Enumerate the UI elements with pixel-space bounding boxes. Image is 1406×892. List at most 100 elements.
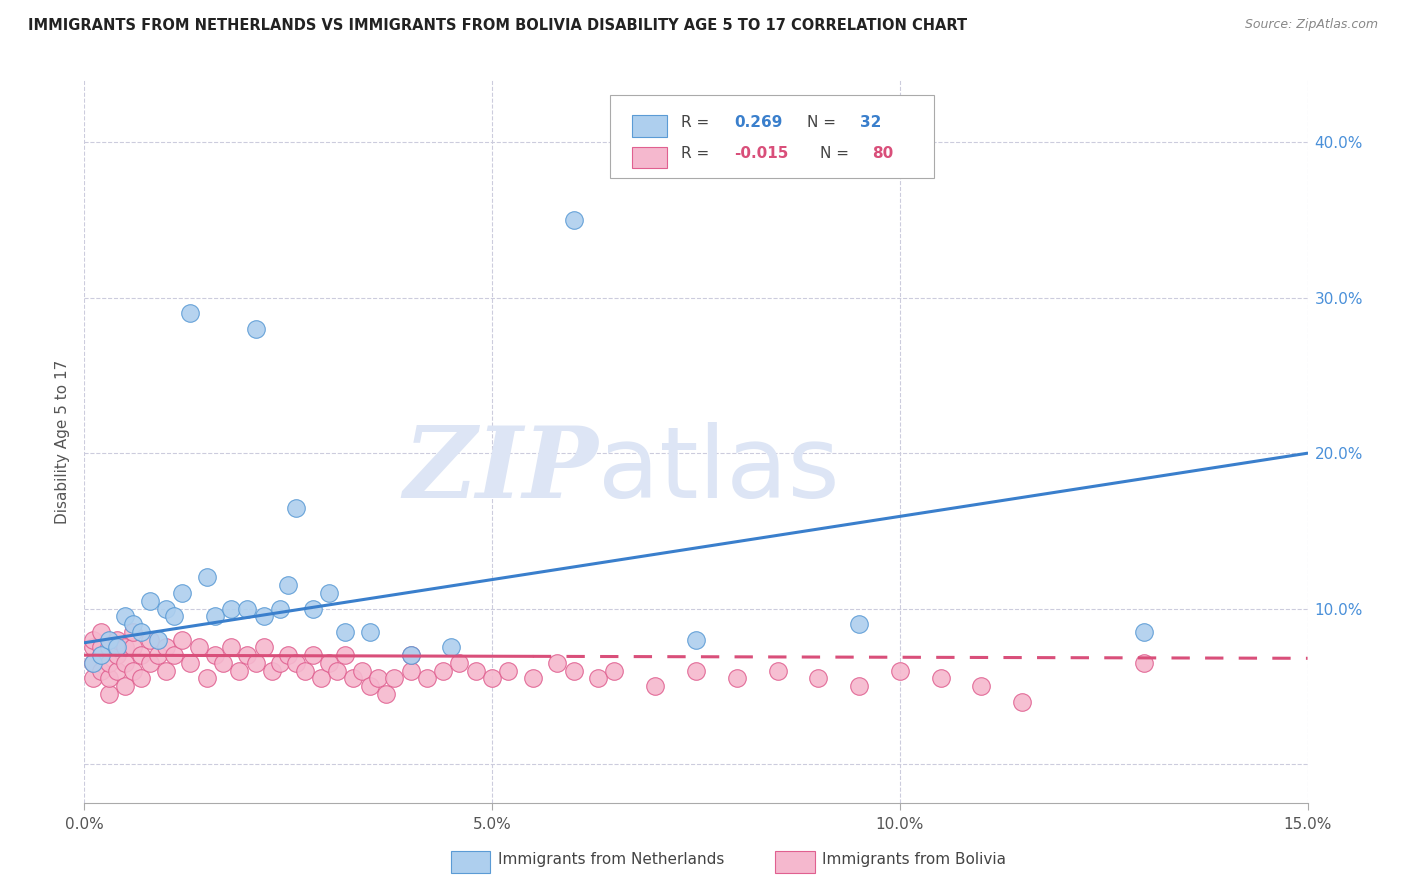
Point bbox=[82, 672, 104, 686]
Point bbox=[138, 632, 160, 647]
Point bbox=[146, 632, 169, 647]
Point bbox=[82, 632, 104, 647]
Point bbox=[929, 672, 952, 686]
Point bbox=[432, 664, 454, 678]
Point bbox=[236, 648, 259, 663]
Point bbox=[285, 500, 308, 515]
Point bbox=[131, 624, 153, 639]
Point bbox=[562, 664, 585, 678]
Point bbox=[195, 672, 218, 686]
Point bbox=[546, 656, 568, 670]
Point bbox=[179, 656, 201, 670]
Point bbox=[114, 656, 136, 670]
Point bbox=[138, 656, 160, 670]
Point bbox=[195, 570, 218, 584]
Point bbox=[122, 624, 145, 639]
Point bbox=[1133, 656, 1156, 670]
Text: Immigrants from Netherlands: Immigrants from Netherlands bbox=[498, 853, 724, 867]
Point bbox=[82, 640, 104, 655]
Point bbox=[146, 648, 169, 663]
Point bbox=[375, 687, 398, 701]
Point bbox=[97, 687, 120, 701]
Point bbox=[219, 601, 242, 615]
Point bbox=[236, 601, 259, 615]
Text: R =: R = bbox=[682, 115, 714, 129]
Point bbox=[382, 672, 405, 686]
Point bbox=[212, 656, 235, 670]
Point bbox=[449, 656, 471, 670]
Text: ZIP: ZIP bbox=[404, 422, 598, 518]
Point bbox=[481, 672, 503, 686]
Text: R =: R = bbox=[682, 146, 714, 161]
Point bbox=[122, 617, 145, 632]
Point bbox=[685, 664, 707, 678]
Point bbox=[114, 640, 136, 655]
Point bbox=[367, 672, 389, 686]
Point bbox=[172, 632, 194, 647]
Point bbox=[122, 664, 145, 678]
Point bbox=[187, 640, 209, 655]
Point bbox=[889, 664, 911, 678]
Point bbox=[586, 672, 609, 686]
Point bbox=[522, 672, 544, 686]
Point bbox=[301, 601, 323, 615]
Text: N =: N = bbox=[807, 115, 841, 129]
Point bbox=[90, 648, 112, 663]
FancyBboxPatch shape bbox=[451, 851, 491, 873]
Point bbox=[105, 640, 128, 655]
Point bbox=[359, 679, 381, 693]
Text: IMMIGRANTS FROM NETHERLANDS VS IMMIGRANTS FROM BOLIVIA DISABILITY AGE 5 TO 17 CO: IMMIGRANTS FROM NETHERLANDS VS IMMIGRANT… bbox=[28, 18, 967, 33]
Point bbox=[82, 656, 104, 670]
Point bbox=[269, 656, 291, 670]
Point bbox=[309, 672, 332, 686]
Point bbox=[603, 664, 626, 678]
Point bbox=[131, 648, 153, 663]
Point bbox=[105, 648, 128, 663]
Point bbox=[204, 648, 226, 663]
Point bbox=[342, 672, 364, 686]
Point bbox=[440, 640, 463, 655]
FancyBboxPatch shape bbox=[633, 147, 666, 169]
Point bbox=[114, 679, 136, 693]
Point bbox=[399, 648, 422, 663]
Point bbox=[97, 640, 120, 655]
Point bbox=[90, 640, 112, 655]
Point bbox=[335, 648, 357, 663]
Point bbox=[277, 578, 299, 592]
Point bbox=[179, 306, 201, 320]
Y-axis label: Disability Age 5 to 17: Disability Age 5 to 17 bbox=[55, 359, 70, 524]
Point bbox=[294, 664, 316, 678]
FancyBboxPatch shape bbox=[610, 95, 935, 178]
Point bbox=[253, 640, 276, 655]
Text: 32: 32 bbox=[860, 115, 882, 129]
Point bbox=[399, 664, 422, 678]
Point bbox=[1011, 695, 1033, 709]
Point bbox=[562, 213, 585, 227]
Point bbox=[416, 672, 439, 686]
Point bbox=[766, 664, 789, 678]
Point bbox=[131, 672, 153, 686]
FancyBboxPatch shape bbox=[633, 115, 666, 136]
Point bbox=[155, 601, 177, 615]
Text: atlas: atlas bbox=[598, 422, 839, 519]
Point bbox=[219, 640, 242, 655]
Point bbox=[848, 617, 870, 632]
Point bbox=[318, 586, 340, 600]
Point bbox=[399, 648, 422, 663]
Point bbox=[277, 648, 299, 663]
Point bbox=[122, 640, 145, 655]
Point bbox=[350, 664, 373, 678]
Point bbox=[725, 672, 748, 686]
Point bbox=[97, 672, 120, 686]
Point bbox=[848, 679, 870, 693]
Point bbox=[1133, 624, 1156, 639]
Point bbox=[807, 672, 830, 686]
Point bbox=[138, 594, 160, 608]
Point bbox=[464, 664, 486, 678]
Point bbox=[204, 609, 226, 624]
Text: Immigrants from Bolivia: Immigrants from Bolivia bbox=[823, 853, 1005, 867]
Point bbox=[644, 679, 666, 693]
Text: -0.015: -0.015 bbox=[734, 146, 789, 161]
Text: 80: 80 bbox=[872, 146, 893, 161]
Point bbox=[245, 656, 267, 670]
